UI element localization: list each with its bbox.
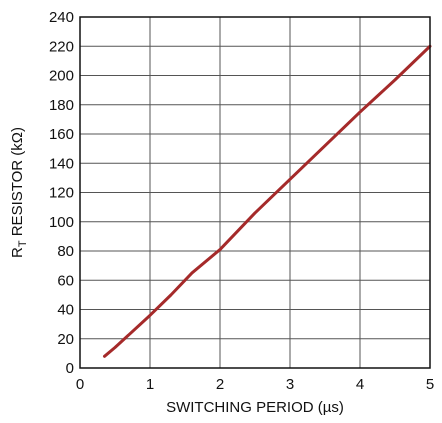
x-axis-label: SWITCHING PERIOD (µs): [166, 399, 344, 416]
y-axis-label-rest: RESISTOR (kΩ): [9, 127, 26, 240]
x-tick-label-1: 1: [146, 376, 154, 393]
x-tick-label-5: 5: [426, 376, 434, 393]
plot-frame: [79, 16, 431, 369]
y-axis-label-main: R: [9, 247, 26, 258]
y-tick-label-6: 120: [49, 185, 74, 202]
x-tick-labels: 0 1 2 3 4 5: [76, 376, 434, 393]
y-axis-label: RT RESISTOR (kΩ): [9, 127, 29, 258]
x-tick-label-0: 0: [76, 376, 84, 393]
y-axis-label-subscript: T: [17, 240, 29, 247]
y-tick-label-1: 20: [57, 331, 74, 348]
y-tick-label-7: 140: [49, 155, 74, 172]
x-tick-label-2: 2: [216, 376, 224, 393]
y-tick-label-2: 40: [57, 302, 74, 319]
y-tick-label-4: 80: [57, 243, 74, 260]
y-tick-label-12: 240: [49, 9, 74, 26]
y-tick-label-11: 220: [49, 38, 74, 55]
grid: [79, 16, 431, 369]
series-line-0: [103, 44, 432, 358]
y-tick-label-5: 100: [49, 214, 74, 231]
y-tick-label-8: 160: [49, 126, 74, 143]
x-tick-label-3: 3: [286, 376, 294, 393]
y-tick-label-9: 180: [49, 97, 74, 114]
y-tick-label-3: 60: [57, 272, 74, 289]
y-tick-label-10: 200: [49, 68, 74, 85]
series-layer: [103, 44, 432, 358]
x-tick-label-4: 4: [356, 376, 364, 393]
y-tick-label-0: 0: [66, 360, 74, 377]
y-tick-labels: 0 20 40 60 80 100 120 140 160 180 200 220 240: [49, 9, 74, 377]
